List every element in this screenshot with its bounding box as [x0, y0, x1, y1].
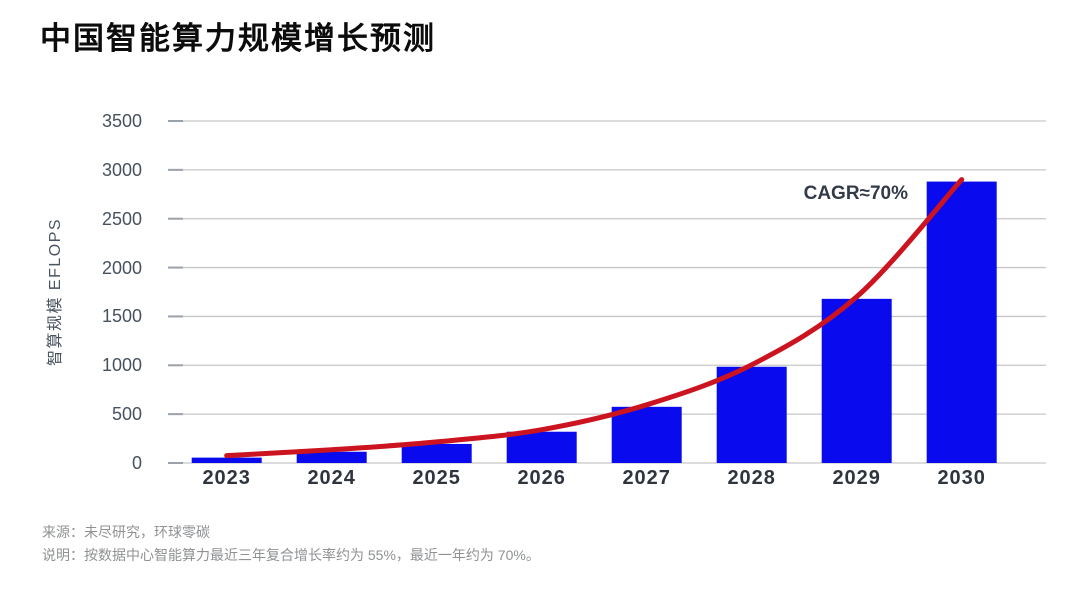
- y-tick-label: 2000: [101, 257, 142, 278]
- x-tick-label-2029: 2029: [832, 467, 881, 489]
- x-tick-label-2026: 2026: [517, 467, 566, 489]
- y-tick-label: 0: [131, 453, 142, 473]
- x-tick-label-2028: 2028: [727, 467, 776, 489]
- footer-source: 来源：未尽研究，环球零碳: [42, 524, 210, 540]
- footer-note: 说明：按数据中心智能算力最近三年复合增长率约为 55%，最近一年约为 70%。: [42, 547, 540, 563]
- bar-2026: [506, 431, 577, 463]
- bar-2029: [821, 298, 892, 463]
- bar-2025: [401, 443, 472, 463]
- y-tick-label: 3500: [101, 111, 142, 131]
- x-tick-label-2027: 2027: [622, 467, 671, 489]
- bar-2028: [716, 366, 787, 463]
- bar-2030: [926, 181, 997, 463]
- y-tick-label: 1000: [101, 355, 142, 376]
- x-tick-label-2030: 2030: [937, 467, 986, 489]
- y-tick-label: 2500: [101, 208, 142, 229]
- x-tick-label-2023: 2023: [202, 467, 251, 489]
- cagr-annotation: CAGR≈70%: [803, 183, 908, 204]
- x-tick-label-2025: 2025: [412, 467, 461, 489]
- trend-line: [224, 177, 965, 459]
- y-tick-label: 1500: [101, 306, 142, 327]
- x-tick-label-2024: 2024: [307, 467, 356, 489]
- chart-title: 中国智能算力规模增长预测: [40, 21, 436, 56]
- y-tick-label: 3000: [101, 159, 142, 180]
- bar-2027: [611, 406, 682, 463]
- y-tick-label: 500: [111, 404, 142, 425]
- bar-2023: [191, 457, 262, 463]
- bar-2024: [296, 451, 367, 463]
